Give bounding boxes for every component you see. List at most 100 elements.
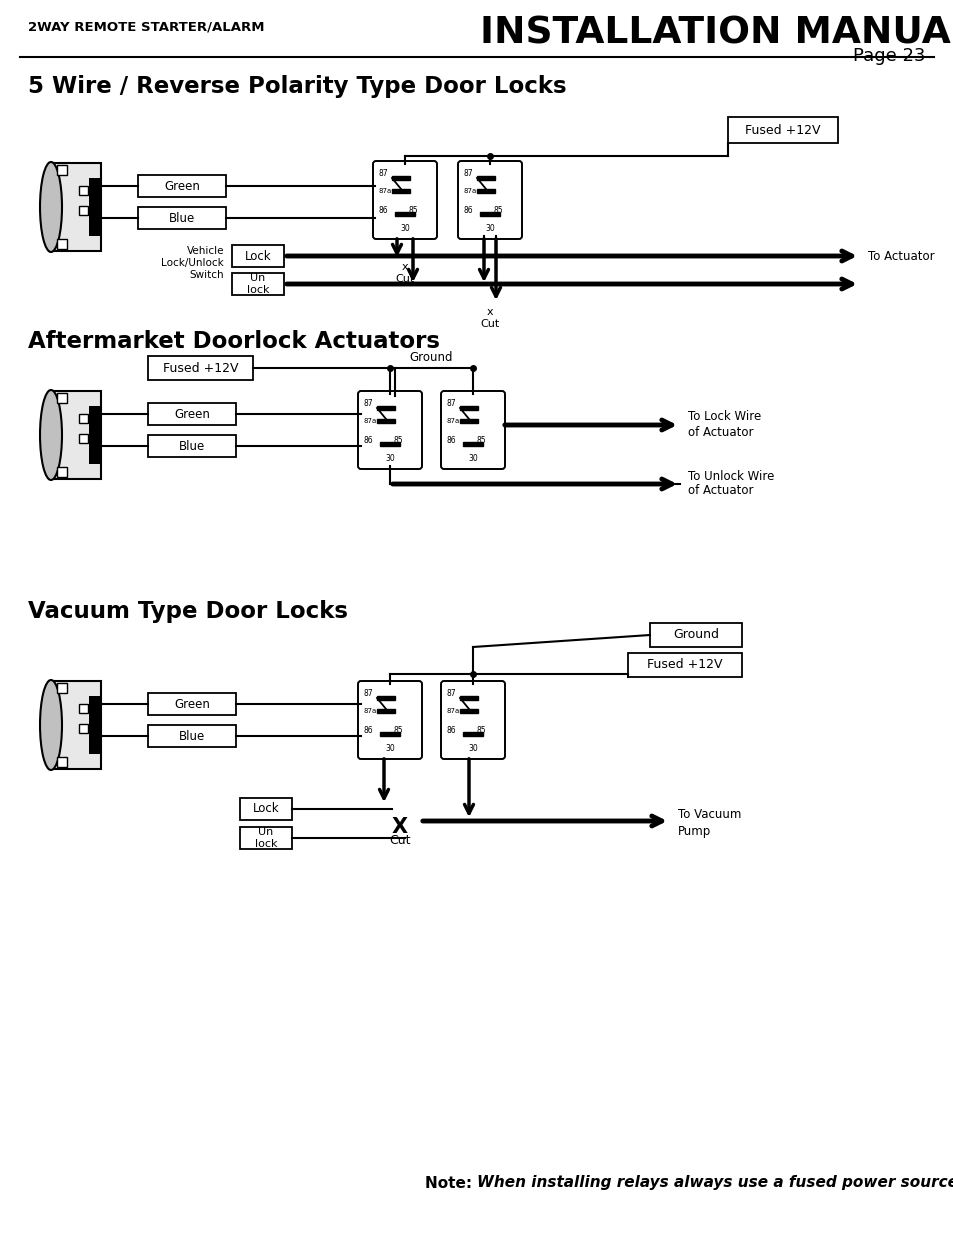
Text: 85: 85 xyxy=(476,436,486,445)
Bar xyxy=(49,163,101,251)
Text: 30: 30 xyxy=(468,454,477,463)
Text: Page 23: Page 23 xyxy=(853,47,925,65)
Bar xyxy=(138,207,226,228)
Bar xyxy=(462,442,482,446)
Bar xyxy=(376,419,395,424)
Text: 86: 86 xyxy=(364,726,374,735)
Text: Green: Green xyxy=(173,698,210,710)
Text: Fused +12V: Fused +12V xyxy=(163,362,238,374)
Bar xyxy=(459,419,477,424)
Text: 87: 87 xyxy=(364,399,374,408)
Text: Green: Green xyxy=(164,179,200,193)
Text: 87a: 87a xyxy=(364,417,376,424)
Text: 30: 30 xyxy=(468,743,477,753)
Bar xyxy=(57,683,67,693)
Text: Vehicle
Lock/Unlock
Switch: Vehicle Lock/Unlock Switch xyxy=(161,247,224,279)
Bar xyxy=(79,704,88,713)
Text: When installing relays always use a fused power source.: When installing relays always use a fuse… xyxy=(476,1176,953,1191)
Bar xyxy=(79,206,88,215)
Bar xyxy=(392,177,410,180)
Text: To Unlock Wire: To Unlock Wire xyxy=(687,469,774,483)
Text: Blue: Blue xyxy=(178,730,205,742)
Text: X: X xyxy=(392,818,408,837)
Text: 86: 86 xyxy=(463,206,473,215)
Text: of Actuator: of Actuator xyxy=(687,484,753,498)
Bar xyxy=(148,693,235,715)
Text: Green: Green xyxy=(173,408,210,420)
Bar xyxy=(476,177,495,180)
FancyBboxPatch shape xyxy=(457,161,521,240)
Bar xyxy=(462,732,482,736)
Text: Blue: Blue xyxy=(169,211,195,225)
Bar xyxy=(57,393,67,403)
Bar xyxy=(240,827,292,848)
Bar xyxy=(148,435,235,457)
Bar xyxy=(79,414,88,424)
Ellipse shape xyxy=(40,162,62,252)
Text: Vacuum Type Door Locks: Vacuum Type Door Locks xyxy=(28,600,348,622)
Bar xyxy=(476,189,495,193)
Text: Fused +12V: Fused +12V xyxy=(744,124,820,137)
Bar xyxy=(79,186,88,195)
Bar xyxy=(89,405,101,464)
Text: Fused +12V: Fused +12V xyxy=(646,658,722,672)
Text: 87: 87 xyxy=(364,689,374,698)
Text: 85: 85 xyxy=(394,726,403,735)
Text: 2WAY REMOTE STARTER/ALARM: 2WAY REMOTE STARTER/ALARM xyxy=(28,20,264,33)
Bar xyxy=(459,709,477,713)
Bar xyxy=(379,732,399,736)
Bar xyxy=(376,697,395,700)
Text: x
Cut: x Cut xyxy=(395,262,415,284)
Bar xyxy=(459,697,477,700)
Text: 86: 86 xyxy=(447,726,456,735)
Bar xyxy=(57,165,67,175)
Text: 87a: 87a xyxy=(447,708,459,714)
Bar xyxy=(392,189,410,193)
Text: 86: 86 xyxy=(364,436,374,445)
Text: Un
lock: Un lock xyxy=(247,273,269,295)
Text: To Lock Wire: To Lock Wire xyxy=(687,410,760,424)
Bar xyxy=(89,178,101,236)
Bar xyxy=(479,212,499,216)
Text: Ground: Ground xyxy=(672,629,719,641)
Text: 86: 86 xyxy=(447,436,456,445)
Text: 5 Wire / Reverse Polarity Type Door Locks: 5 Wire / Reverse Polarity Type Door Lock… xyxy=(28,75,566,98)
Text: 30: 30 xyxy=(385,743,395,753)
Bar xyxy=(57,757,67,767)
Bar xyxy=(89,695,101,755)
Bar xyxy=(649,622,741,647)
Text: of Actuator: of Actuator xyxy=(687,426,753,438)
Bar xyxy=(395,212,415,216)
Bar xyxy=(376,406,395,410)
Text: 87: 87 xyxy=(447,399,456,408)
Bar xyxy=(57,467,67,477)
Text: 85: 85 xyxy=(476,726,486,735)
Text: x
Cut: x Cut xyxy=(480,308,499,329)
Bar xyxy=(232,245,284,267)
Text: 87: 87 xyxy=(378,169,388,178)
FancyBboxPatch shape xyxy=(357,391,421,469)
Text: Aftermarket Doorlock Actuators: Aftermarket Doorlock Actuators xyxy=(28,330,439,353)
Text: To Actuator: To Actuator xyxy=(867,249,934,263)
Text: 87a: 87a xyxy=(364,708,376,714)
Bar xyxy=(727,117,837,143)
Bar xyxy=(240,798,292,820)
Text: 85: 85 xyxy=(409,206,418,215)
Ellipse shape xyxy=(40,390,62,480)
Text: Ground: Ground xyxy=(410,351,453,364)
Text: 87a: 87a xyxy=(447,417,459,424)
Text: 87a: 87a xyxy=(463,188,476,194)
Bar xyxy=(49,391,101,479)
FancyBboxPatch shape xyxy=(440,680,504,760)
Text: Cut: Cut xyxy=(389,835,411,847)
Bar xyxy=(148,403,235,425)
Text: Blue: Blue xyxy=(178,440,205,452)
Text: 30: 30 xyxy=(399,224,410,233)
Bar xyxy=(57,240,67,249)
Text: Pump: Pump xyxy=(678,825,711,837)
Ellipse shape xyxy=(40,680,62,769)
Text: 86: 86 xyxy=(378,206,388,215)
Text: 30: 30 xyxy=(485,224,495,233)
Bar xyxy=(459,406,477,410)
Text: 87: 87 xyxy=(447,689,456,698)
